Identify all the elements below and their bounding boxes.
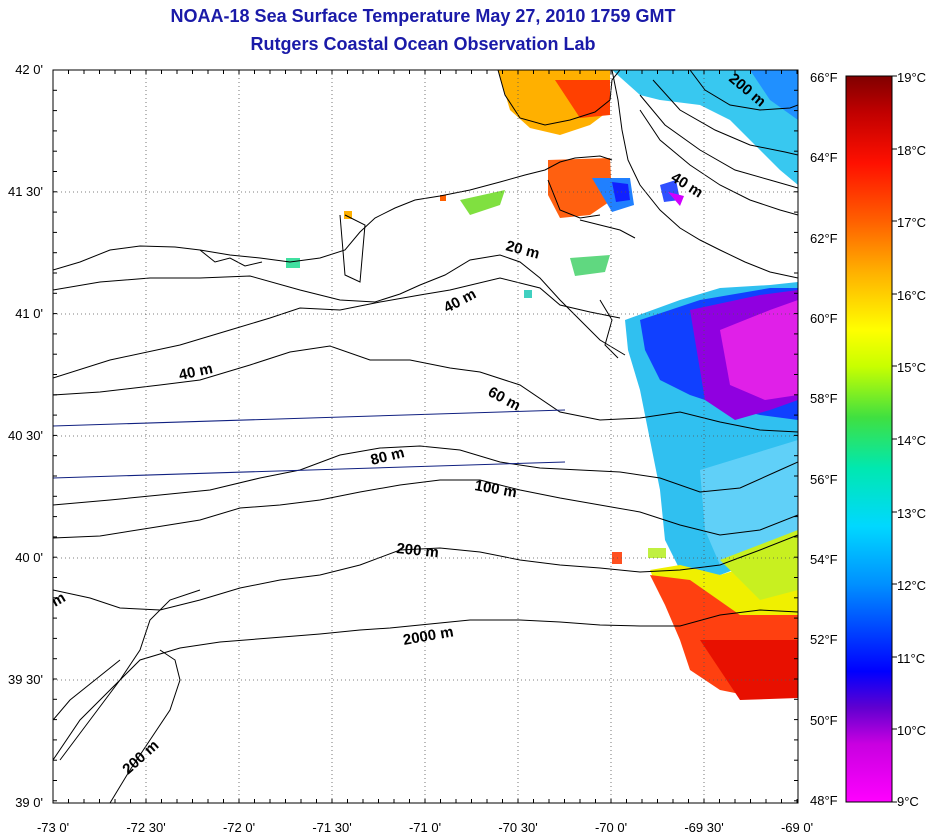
map-subtitle: Rutgers Coastal Ocean Observation Lab xyxy=(250,34,596,54)
celsius-label: 14°C xyxy=(897,433,926,448)
fahrenheit-label: 66°F xyxy=(810,70,838,85)
fahrenheit-label: 58°F xyxy=(810,391,838,406)
colorbar xyxy=(845,75,893,803)
lon-label: -71 30' xyxy=(312,820,351,835)
graticule xyxy=(53,70,798,803)
lon-label: -70 0' xyxy=(595,820,627,835)
map-title: NOAA-18 Sea Surface Temperature May 27, … xyxy=(170,6,676,26)
celsius-label: 10°C xyxy=(897,723,926,738)
celsius-label: 13°C xyxy=(897,506,926,521)
lon-label: -69 30' xyxy=(684,820,723,835)
lat-label: 39 30' xyxy=(8,672,43,687)
coastline xyxy=(53,70,798,359)
celsius-label: 15°C xyxy=(897,360,926,375)
bathymetry-contours xyxy=(53,277,798,803)
sst-imagery xyxy=(286,70,798,700)
lon-label: -69 0' xyxy=(781,820,813,835)
lon-label: -72 0' xyxy=(223,820,255,835)
lat-label: 40 0' xyxy=(15,550,43,565)
fahrenheit-label: 52°F xyxy=(810,632,838,647)
lon-label: -71 0' xyxy=(409,820,441,835)
lat-label: 41 0' xyxy=(15,306,43,321)
fahrenheit-label: 62°F xyxy=(810,231,838,246)
fahrenheit-label: 60°F xyxy=(810,311,838,326)
celsius-label: 12°C xyxy=(897,578,926,593)
lat-label: 39 0' xyxy=(15,795,43,810)
latitude-axis: 42 0' 41 30' 41 0' 40 30' 40 0' 39 30' 3… xyxy=(8,62,43,810)
fahrenheit-label: 48°F xyxy=(810,793,838,808)
colorbar-ticks xyxy=(892,75,897,803)
contour-label: 40 m xyxy=(177,360,214,384)
celsius-label: 17°C xyxy=(897,215,926,230)
celsius-label: 18°C xyxy=(897,143,926,158)
celsius-label: 11°C xyxy=(897,651,925,666)
fahrenheit-label: 64°F xyxy=(810,150,838,165)
lon-label: -73 0' xyxy=(37,820,69,835)
celsius-label: 9°C xyxy=(897,794,919,809)
lat-label: 42 0' xyxy=(15,62,43,77)
lon-label: -72 30' xyxy=(126,820,165,835)
celsius-scale: 19°C 18°C 17°C 16°C 15°C 14°C 13°C 12°C … xyxy=(897,70,926,809)
celsius-label: 19°C xyxy=(897,70,926,85)
longitude-axis: -73 0' -72 30' -72 0' -71 30' -71 0' -70… xyxy=(37,820,813,835)
fahrenheit-scale: 66°F 64°F 62°F 60°F 58°F 56°F 54°F 52°F … xyxy=(810,70,838,808)
lon-label: -70 30' xyxy=(498,820,537,835)
fahrenheit-label: 50°F xyxy=(810,713,838,728)
lat-label: 41 30' xyxy=(8,184,43,199)
contour-label: 200 m xyxy=(396,540,440,561)
track-lines xyxy=(53,409,566,479)
fahrenheit-label: 56°F xyxy=(810,472,838,487)
fahrenheit-label: 54°F xyxy=(810,552,838,567)
celsius-label: 16°C xyxy=(897,288,926,303)
frame-ticks xyxy=(52,69,798,803)
lat-label: 40 30' xyxy=(8,428,43,443)
